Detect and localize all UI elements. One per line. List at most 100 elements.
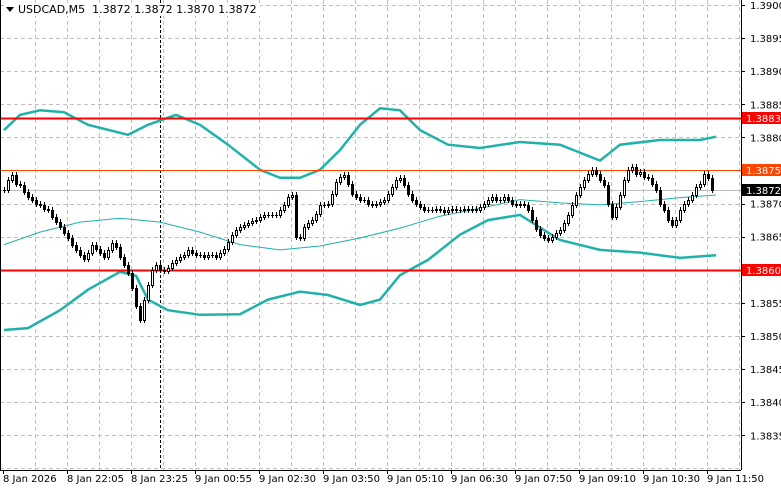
dropdown-triangle-icon[interactable] <box>6 7 14 12</box>
candle-bull <box>235 230 238 236</box>
candle-bear <box>15 175 18 185</box>
candle-bear <box>299 237 302 239</box>
price-tag <box>742 112 781 124</box>
candle-bull <box>519 204 522 206</box>
candle-bull <box>311 220 314 224</box>
candle-bull <box>155 265 158 271</box>
candle-bull <box>263 215 266 218</box>
x-tick-label: 9 Jan 06:30 <box>451 474 508 485</box>
y-tick-label: 1.3850 <box>750 332 781 343</box>
candle-bear <box>439 209 442 211</box>
ohlc-readout: 1.3872 1.3872 1.3870 1.3872 <box>92 3 257 16</box>
candle-bull <box>247 223 250 226</box>
candle-bear <box>611 204 614 218</box>
candle-bear <box>55 217 58 223</box>
candle-bear <box>75 245 78 251</box>
candle-bull <box>619 195 622 208</box>
candle-bear <box>603 180 606 186</box>
candle-bull <box>699 184 702 188</box>
x-tick-label: 9 Jan 11:50 <box>707 474 764 485</box>
y-tick-label: 1.3855 <box>750 299 781 310</box>
bollinger-lower-band <box>3 213 717 332</box>
candle-bull <box>695 187 698 196</box>
price-tag <box>742 164 781 176</box>
candle-bull <box>623 180 626 196</box>
candle-bear <box>123 257 126 266</box>
candle-bear <box>539 229 542 236</box>
candle-bull <box>343 175 346 178</box>
price-tag-label: 1.3860 <box>746 266 781 277</box>
candle-bear <box>663 204 666 211</box>
candle-bull <box>383 200 386 203</box>
candle-bull <box>243 225 246 228</box>
candle-bear <box>27 192 30 198</box>
candle-bull <box>435 209 438 211</box>
candle-bear <box>523 204 526 206</box>
candle-bear <box>103 253 106 258</box>
y-tick-label: 1.3845 <box>750 365 781 376</box>
candle-bull <box>551 237 554 241</box>
candle-bear <box>403 178 406 186</box>
candle-bear <box>351 184 354 195</box>
candle-bear <box>407 185 410 195</box>
candle-bull <box>567 215 570 224</box>
candle-bear <box>467 209 470 211</box>
candle-bull <box>399 178 402 181</box>
candle-bear <box>19 184 22 186</box>
candle-bear <box>295 195 298 238</box>
candle-bear <box>635 167 638 175</box>
candle-bull <box>571 205 574 216</box>
candle-bull <box>171 263 174 269</box>
candle-bull <box>231 235 234 243</box>
candle-bull <box>375 204 378 206</box>
x-tick-label: 8 Jan 23:25 <box>131 474 188 485</box>
candle-bear <box>99 249 102 254</box>
candle-bear <box>35 200 38 205</box>
candle-bear <box>655 184 658 191</box>
y-tick-label: 1.3880 <box>750 133 781 144</box>
candle-bull <box>631 167 634 171</box>
candle-bear <box>191 250 194 254</box>
candle-bear <box>475 209 478 211</box>
y-tick-label: 1.3885 <box>750 100 781 111</box>
candle-bull <box>591 170 594 175</box>
candle-bull <box>303 227 306 239</box>
candle-bear <box>607 185 610 205</box>
x-tick-label: 9 Jan 05:10 <box>387 474 444 485</box>
bollinger-middle-band <box>3 194 717 251</box>
candle-bull <box>279 210 282 216</box>
x-tick-label: 9 Jan 10:30 <box>643 474 700 485</box>
candle-bull <box>183 255 186 258</box>
candle-bear <box>515 204 518 206</box>
candle-bear <box>547 238 550 241</box>
candle-bull <box>483 204 486 208</box>
candle-bear <box>599 174 602 181</box>
candle-bull <box>239 227 242 231</box>
candle-bull <box>335 182 338 195</box>
candle-bull <box>491 197 494 201</box>
x-tick-label: 8 Jan 22:05 <box>67 474 124 485</box>
candle-bull <box>207 255 210 258</box>
candle-bear <box>535 220 538 230</box>
candle-bull <box>331 194 334 205</box>
candle-bull <box>255 220 258 222</box>
candle-bull <box>587 174 590 181</box>
price-tag-label: 1.3872 <box>746 186 781 197</box>
candle-bull <box>87 253 90 260</box>
candle-bull <box>703 174 706 185</box>
candle-bear <box>707 174 710 179</box>
y-tick-label: 1.3835 <box>750 431 781 442</box>
candle-bull <box>615 207 618 218</box>
candle-bull <box>143 300 146 321</box>
candle-bear <box>347 175 350 185</box>
candle-bear <box>531 210 534 221</box>
candle-bull <box>251 221 254 224</box>
candle-bull <box>179 257 182 261</box>
candle-bear <box>119 247 122 258</box>
candle-bull <box>675 220 678 226</box>
candle-bull <box>387 194 390 201</box>
candle-bull <box>167 268 170 272</box>
candle-bull <box>327 204 330 206</box>
